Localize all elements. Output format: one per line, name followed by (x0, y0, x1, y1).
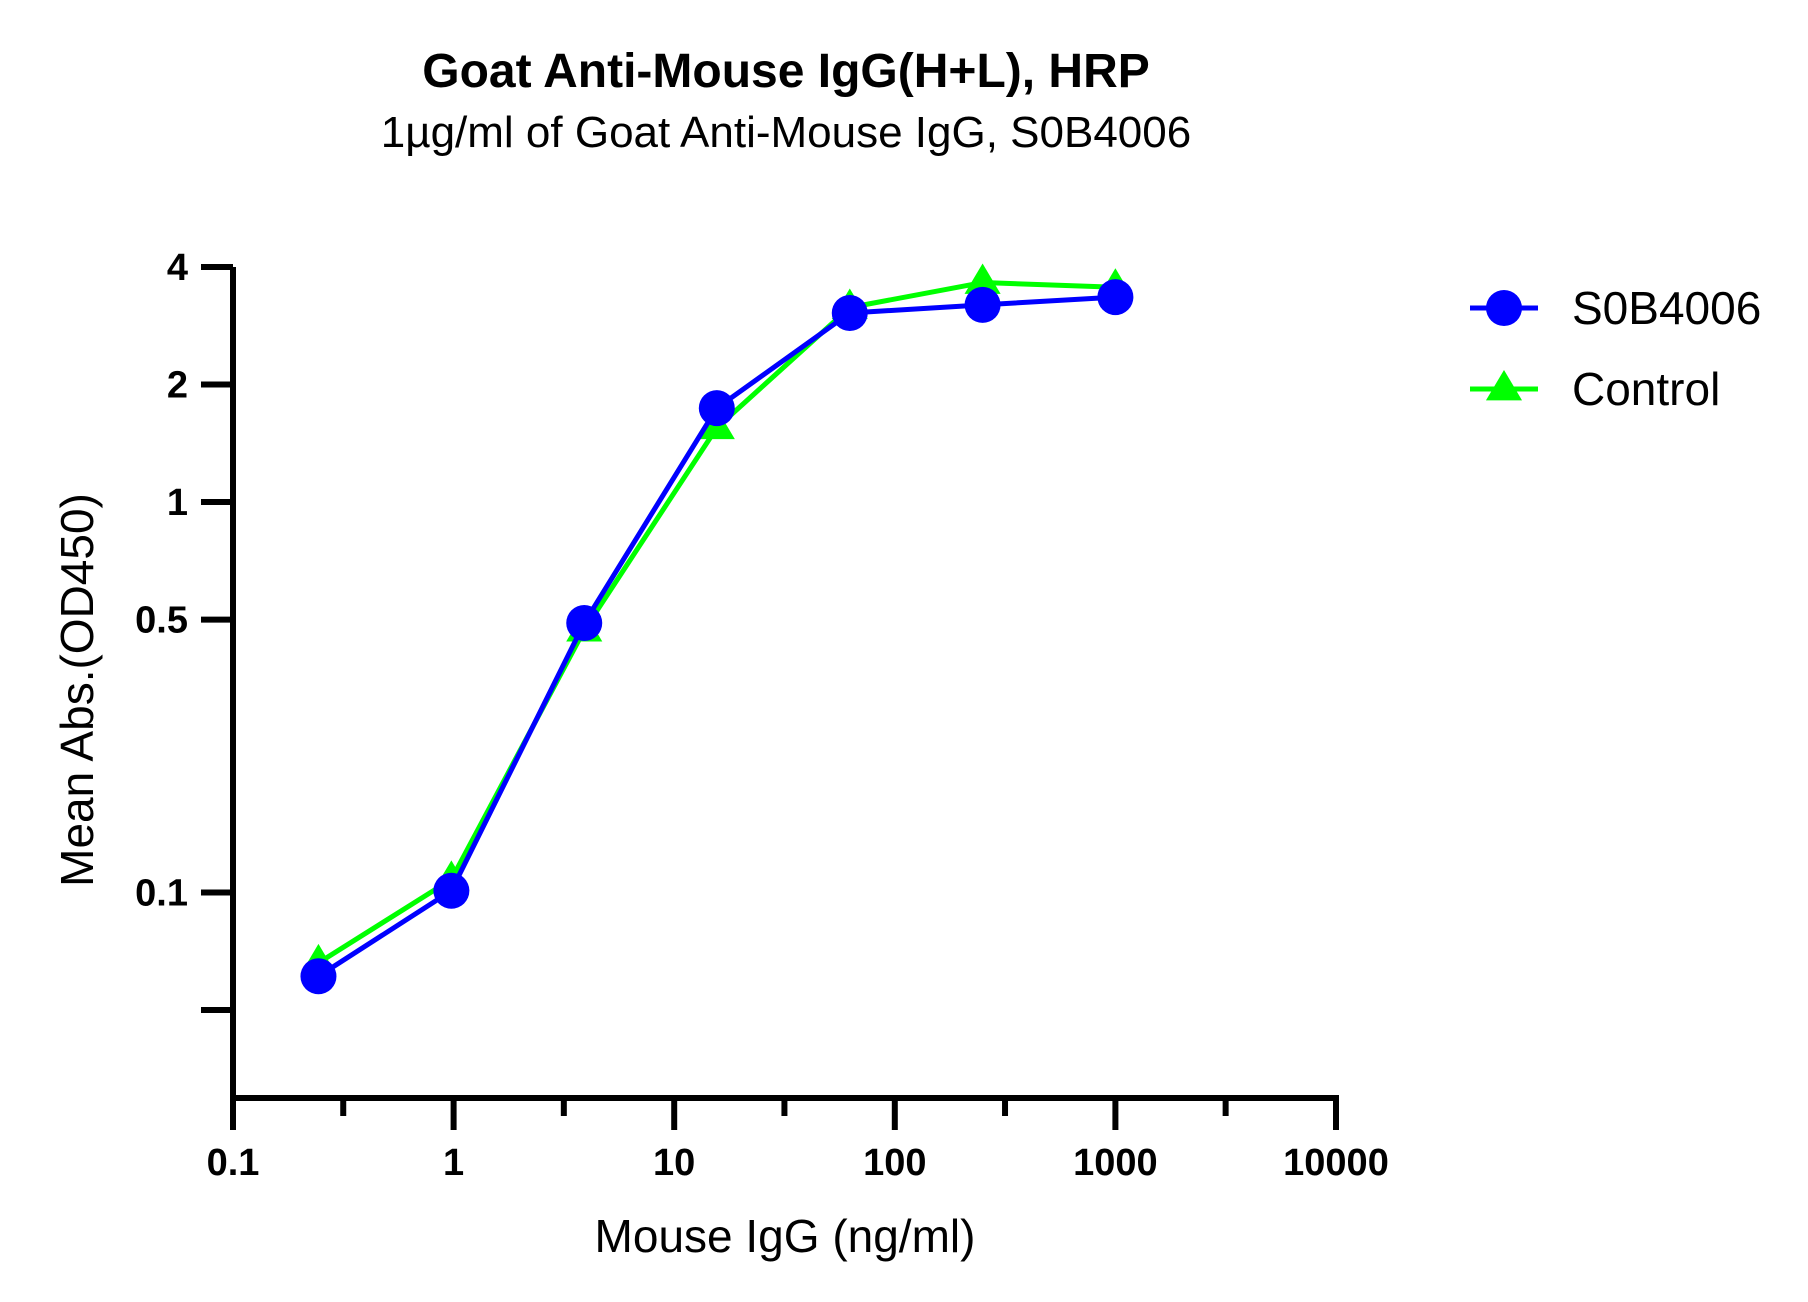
data-point (831, 294, 868, 331)
x-axis-label: Mouse IgG (ng/ml) (595, 1210, 976, 1262)
series-layer (300, 263, 1134, 995)
legend-marker (1486, 290, 1522, 326)
data-point (964, 286, 1001, 323)
x-tick-label: 1000 (1073, 1142, 1158, 1184)
x-tick-label: 0.1 (207, 1142, 260, 1184)
legend: S0B4006 Control (1470, 282, 1761, 415)
y-tick-label: 0.1 (135, 872, 188, 914)
x-tick-label: 10 (653, 1142, 695, 1184)
series-line (317, 280, 1116, 966)
x-tick-label: 100 (863, 1142, 926, 1184)
data-point (1097, 279, 1134, 316)
y-tick-label: 1 (167, 482, 188, 524)
y-axis-label: Mean Abs.(OD450) (51, 493, 103, 887)
axes: 4 2 1 0.5 0.1 0.1 1 10 100 1000 10000 (135, 247, 1389, 1184)
data-point (300, 958, 337, 995)
data-point (433, 872, 470, 909)
data-point (964, 263, 1001, 294)
x-tick-label: 1 (443, 1142, 464, 1184)
chart-subtitle: 1µg/ml of Goat Anti-Mouse IgG, S0B4006 (380, 108, 1192, 157)
data-point (698, 390, 735, 427)
legend-item: Control (1470, 363, 1720, 415)
legend-item: S0B4006 (1470, 282, 1761, 334)
x-tick-label: 10000 (1283, 1142, 1389, 1184)
y-tick-label: 0.5 (135, 600, 188, 642)
y-tick-label: 4 (167, 247, 188, 289)
legend-marker (1485, 370, 1523, 401)
y-tick-label: 2 (167, 365, 188, 407)
series-control (300, 263, 1134, 975)
chart-title: Goat Anti-Mouse IgG(H+L), HRP (422, 45, 1150, 98)
legend-label: Control (1572, 363, 1720, 415)
series-s0b4006 (300, 279, 1134, 995)
legend-label: S0B4006 (1572, 282, 1761, 334)
data-point (566, 605, 603, 642)
